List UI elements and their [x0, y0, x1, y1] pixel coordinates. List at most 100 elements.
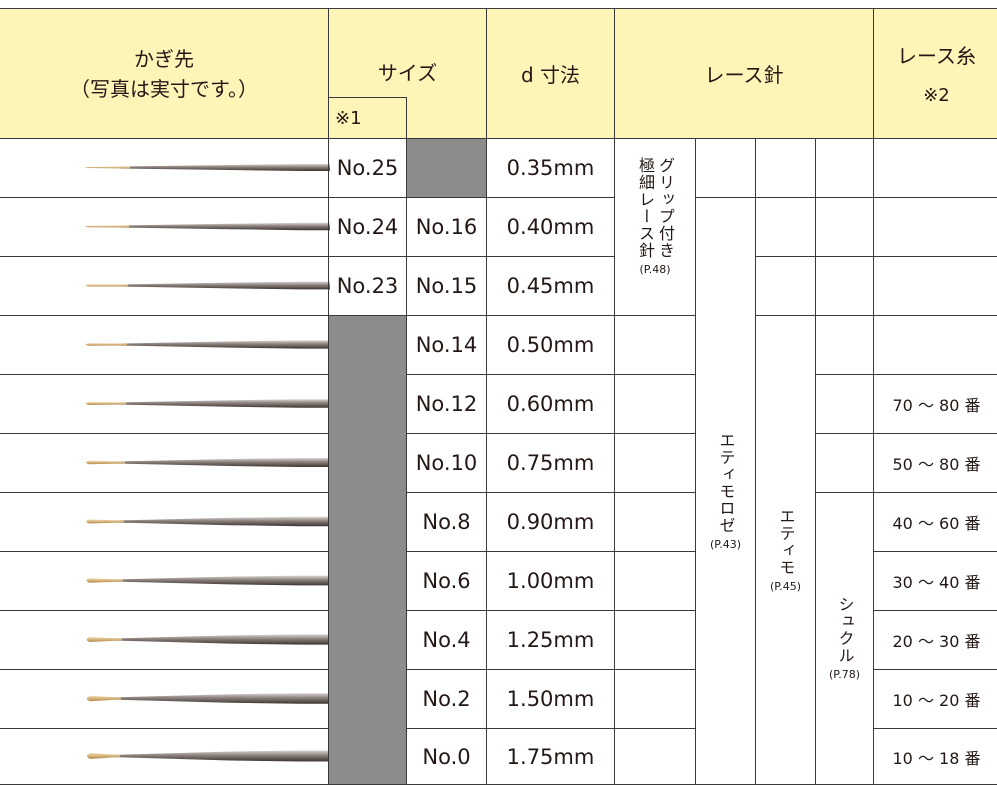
thread-cell: 30 ～ 40 番	[873, 551, 997, 611]
size-empty	[328, 315, 407, 785]
thread-cell: 70 ～ 80 番	[873, 374, 997, 434]
lace-thread-header: レース糸 ※2	[873, 8, 997, 139]
thread-cell: 10 ～ 20 番	[873, 669, 997, 729]
header-text: レース針	[704, 63, 784, 87]
photo-cell	[0, 256, 329, 316]
thread-value: 10 ～ 20 番	[892, 691, 981, 710]
size-cell: No.12	[406, 374, 487, 434]
needle-cell	[755, 256, 816, 316]
d-cell: 0.45mm	[486, 256, 615, 316]
d-cell: 0.75mm	[486, 433, 615, 493]
needle-page: (P.78)	[829, 668, 860, 681]
size-us: No.2	[422, 687, 471, 711]
size-cell: No.6	[406, 551, 487, 611]
needle-cell	[614, 728, 696, 785]
d-cell: 1.00mm	[486, 551, 615, 611]
thread-cell	[873, 138, 997, 198]
size-us: No.10	[415, 451, 478, 475]
size-cell: No.2	[406, 669, 487, 729]
header-text: かぎ先	[134, 46, 194, 71]
needle-cell	[614, 551, 696, 611]
needle-image	[85, 281, 330, 290]
d-header: d 寸法	[486, 8, 615, 139]
needle-cell	[614, 610, 696, 670]
size-cell: No.14	[406, 315, 487, 375]
header-text: サイズ	[377, 61, 438, 85]
thread-value: 30 ～ 40 番	[892, 573, 981, 592]
size-us: No.12	[415, 392, 478, 416]
photo-cell	[0, 492, 329, 552]
lace-needle-header: レース針	[614, 8, 874, 139]
size-cell: No.23	[328, 256, 407, 316]
needle-name-line: グリップ付き	[656, 157, 675, 259]
needle-cell	[614, 315, 696, 375]
d-value: 0.45mm	[506, 274, 595, 298]
photo-cell	[0, 315, 329, 375]
needle-group: グリップ付き 極細レース針 (P.48)	[614, 138, 696, 316]
thread-cell	[873, 315, 997, 375]
needle-page: (P.48)	[639, 263, 671, 276]
size-cell: No.15	[406, 256, 487, 316]
needle-cell	[614, 492, 696, 552]
d-value: 1.25mm	[506, 628, 595, 652]
header-note: ※2	[923, 84, 950, 106]
thread-cell: 40 ～ 60 番	[873, 492, 997, 552]
thread-value: 70 ～ 80 番	[892, 396, 981, 415]
thread-value: 40 ～ 60 番	[892, 514, 981, 533]
needle-image	[86, 693, 330, 704]
needle-image	[86, 458, 330, 467]
size-us: No.8	[422, 510, 471, 534]
thread-value: 20 ～ 30 番	[892, 632, 981, 651]
size-cell: No.16	[406, 197, 487, 257]
needle-name: シュクル	[835, 596, 855, 664]
size-us: No.0	[422, 744, 471, 769]
header-text: d 寸法	[520, 63, 581, 87]
d-value: 0.90mm	[506, 510, 595, 534]
d-cell: 1.75mm	[486, 728, 615, 785]
photo-cell	[0, 551, 329, 611]
header-text: レース糸	[897, 43, 976, 68]
needle-name: エティモロゼ	[716, 432, 736, 534]
photo-cell	[0, 197, 329, 257]
photo-cell	[0, 374, 329, 434]
d-cell: 0.50mm	[486, 315, 615, 375]
needle-page: (P.43)	[710, 537, 741, 551]
d-cell: 1.50mm	[486, 669, 615, 729]
header-text: （写真は実寸です。）	[70, 76, 258, 101]
thread-cell	[873, 256, 997, 316]
needle-image	[85, 399, 330, 408]
needle-image	[86, 516, 330, 527]
needle-name-line: エティモ	[776, 507, 796, 576]
size-us: No.14	[415, 333, 478, 357]
d-value: 0.35mm	[506, 156, 595, 180]
needle-cell	[695, 138, 756, 198]
d-value: 1.75mm	[506, 744, 595, 769]
needle-page: (P.45)	[770, 579, 801, 593]
needle-name-line: エティモロゼ	[716, 431, 736, 534]
needle-image	[86, 634, 330, 645]
photo-cell	[0, 433, 329, 493]
needle-image	[87, 750, 330, 762]
needle-cell	[755, 197, 816, 257]
photo-cell	[0, 610, 329, 670]
thread-value: 10 ～ 18 番	[892, 748, 981, 768]
needle-name: グリップ付き 極細レース針	[635, 157, 675, 259]
needle-cell	[614, 433, 696, 493]
needle-cell	[755, 138, 816, 198]
size-cell: No.24	[328, 197, 407, 257]
d-cell: 0.90mm	[486, 492, 615, 552]
header-note: ※1	[335, 107, 362, 129]
needle-cell	[815, 197, 874, 257]
d-value: 0.50mm	[506, 333, 595, 357]
size-cell: No.4	[406, 610, 487, 670]
size-cell: No.25	[328, 138, 407, 198]
needle-group: エティモロゼ (P.43)	[695, 197, 756, 785]
photo-cell	[0, 669, 329, 729]
size-cell: No.8	[406, 492, 487, 552]
size-note-box: ※1	[328, 97, 407, 139]
size-jp: No.23	[336, 274, 399, 298]
d-value: 1.50mm	[506, 687, 595, 711]
needle-photos	[85, 164, 330, 762]
size-cell: No.0	[406, 728, 487, 785]
